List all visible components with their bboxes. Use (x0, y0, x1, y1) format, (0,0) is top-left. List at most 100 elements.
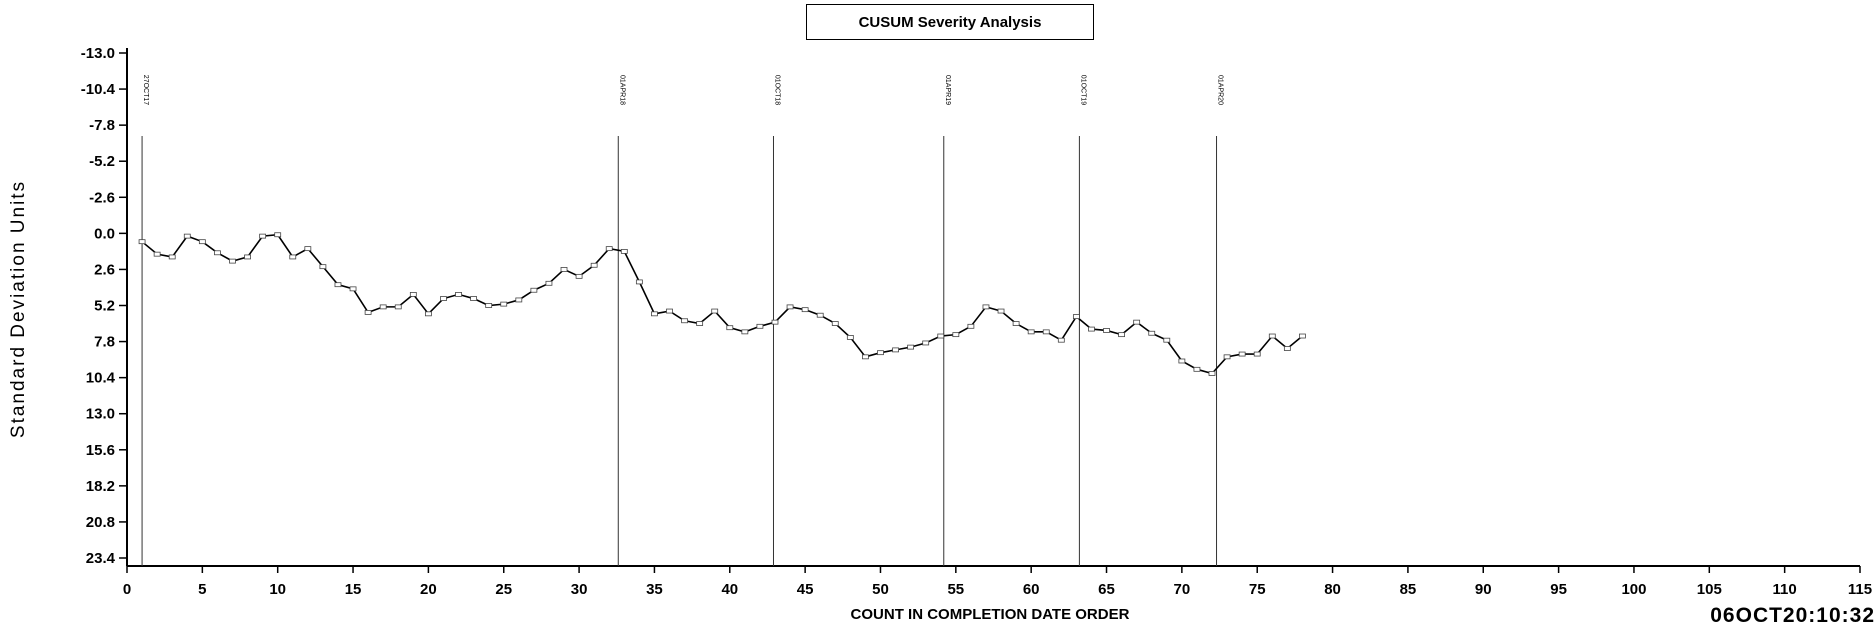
data-point (560, 267, 568, 272)
data-point (907, 344, 915, 350)
y-tick-label: 23.4 (86, 550, 116, 567)
data-point (168, 254, 176, 260)
data-point (244, 254, 251, 260)
data-point (635, 279, 643, 285)
data-point (997, 308, 1005, 314)
data-point (892, 347, 899, 353)
data-point (455, 292, 462, 297)
data-point (711, 308, 719, 314)
data-point (304, 246, 312, 252)
data-point (424, 311, 432, 317)
x-tick-label: 95 (1550, 581, 1567, 598)
x-tick-label: 105 (1697, 581, 1722, 598)
y-tick-label: -7.8 (89, 117, 115, 134)
y-tick-label: 10.4 (86, 370, 116, 387)
y-tick-label: 15.6 (86, 442, 115, 459)
chart-title: CUSUM Severity Analysis (806, 4, 1094, 40)
x-tick-label: 5 (198, 581, 206, 598)
data-point (138, 239, 146, 245)
data-point (967, 323, 975, 329)
y-tick-label: 0.0 (94, 225, 115, 242)
x-tick-label: 85 (1400, 581, 1417, 598)
data-point (379, 304, 387, 310)
data-point (952, 332, 960, 338)
data-point (1253, 351, 1261, 357)
data-point (409, 292, 417, 297)
data-point (364, 310, 372, 315)
data-point (696, 321, 704, 326)
data-point (1027, 329, 1035, 335)
y-tick-label: 2.6 (94, 261, 115, 278)
y-tick-label: -2.6 (89, 189, 115, 206)
data-point (470, 296, 478, 301)
x-tick-label: 45 (797, 581, 814, 598)
data-point (1103, 328, 1110, 333)
data-point (831, 321, 839, 326)
x-tick-label: 30 (571, 581, 588, 598)
x-tick-label: 40 (721, 581, 738, 598)
data-point (1223, 354, 1231, 360)
data-point (666, 308, 673, 314)
data-point (153, 251, 161, 257)
x-tick-label: 50 (872, 581, 889, 598)
data-point (500, 301, 508, 307)
event-label: 01APR20 (1217, 75, 1224, 105)
data-point (937, 333, 945, 339)
data-point (440, 296, 447, 301)
data-point (801, 307, 809, 313)
x-tick-label: 80 (1324, 581, 1341, 598)
x-tick-label: 75 (1249, 581, 1266, 598)
event-label: 01APR18 (618, 75, 625, 105)
data-point (681, 318, 688, 324)
data-point (274, 232, 282, 238)
data-point (982, 304, 990, 310)
y-tick-label: 18.2 (86, 478, 115, 495)
x-tick-label: 70 (1174, 581, 1191, 598)
data-point (575, 273, 583, 279)
x-tick-label: 15 (345, 581, 362, 598)
x-tick-label: 0 (123, 581, 131, 598)
data-point (1299, 333, 1306, 339)
data-point (877, 350, 884, 356)
data-point (1057, 337, 1065, 343)
x-tick-label: 25 (495, 581, 512, 598)
timestamp: 06OCT20:10:32 (1710, 604, 1875, 627)
event-label: 27OCT17 (142, 75, 149, 105)
data-point (1042, 329, 1050, 335)
data-point (394, 304, 402, 310)
x-tick-label: 35 (646, 581, 663, 598)
x-tick-label: 90 (1475, 581, 1492, 598)
data-point (1133, 319, 1141, 325)
data-point (1012, 321, 1020, 326)
event-label: 01APR19 (944, 75, 951, 105)
x-tick-label: 110 (1773, 581, 1797, 598)
y-tick-label: 7.8 (94, 334, 115, 351)
data-point (319, 264, 327, 270)
y-tick-label: -5.2 (89, 153, 115, 170)
data-point (651, 311, 658, 317)
data-point (183, 233, 191, 239)
data-point (1088, 326, 1095, 332)
event-label: 01OCT18 (773, 75, 780, 105)
data-point (1208, 371, 1216, 376)
data-point (1148, 330, 1156, 336)
data-point (289, 254, 297, 260)
data-point (229, 258, 236, 264)
y-tick-label: 5.2 (94, 298, 115, 315)
data-point (1283, 346, 1291, 351)
x-axis-label: COUNT IN COMPLETION DATE ORDER (850, 606, 1130, 623)
event-label: 01OCT19 (1079, 75, 1086, 105)
data-point (756, 323, 764, 329)
data-point (214, 250, 221, 256)
x-tick-label: 65 (1098, 581, 1115, 598)
data-point (198, 239, 206, 245)
data-point (862, 354, 869, 360)
data-point (726, 325, 734, 331)
x-tick-label: 115 (1848, 581, 1872, 598)
data-point (590, 262, 598, 268)
data-point (922, 340, 930, 346)
data-point (1238, 351, 1246, 357)
data-point (1072, 314, 1080, 319)
data-point (771, 319, 779, 325)
